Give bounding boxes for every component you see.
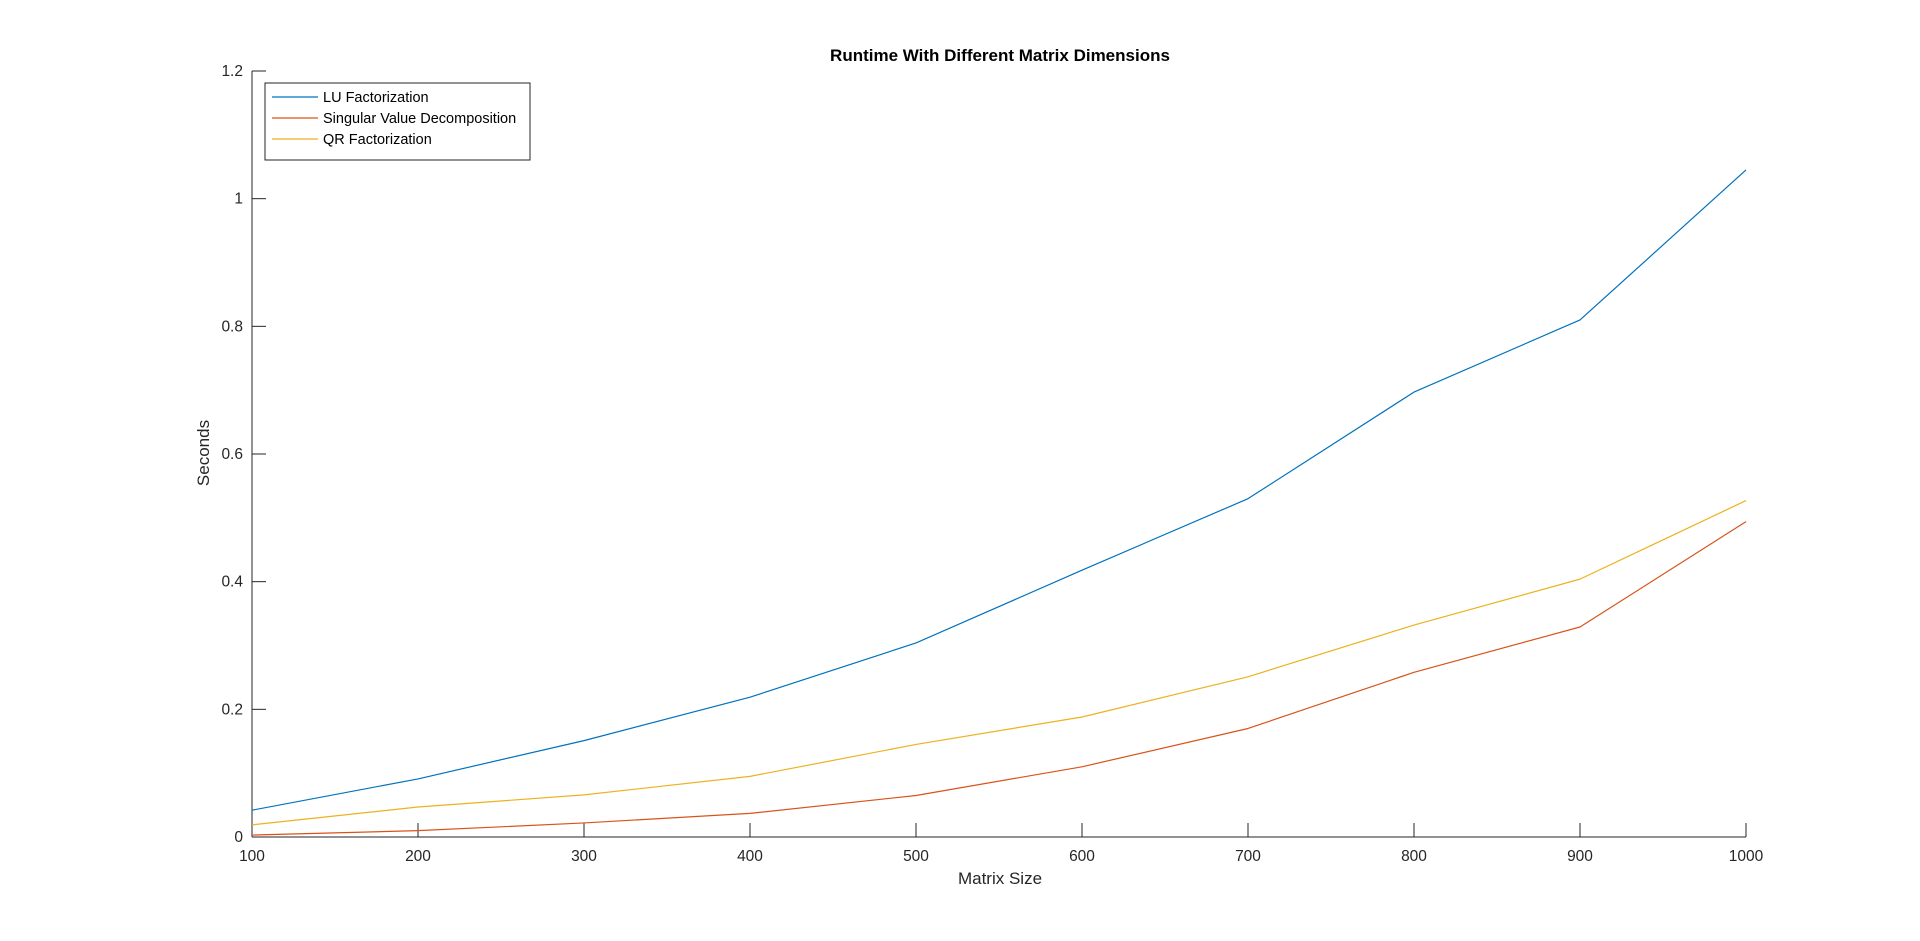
x-tick-label: 800: [1401, 848, 1427, 865]
y-tick-label: 0.2: [221, 701, 243, 718]
legend-box: [264, 82, 531, 161]
x-tick-label: 100: [239, 848, 265, 865]
series-lines: [251, 169, 1747, 836]
axes: 100 200 300 400 500 600 700 800 900 1000 0 0.2 0.4 0.…: [221, 63, 1763, 865]
x-tick-label: 300: [571, 848, 597, 865]
y-tick-label: 1: [234, 191, 243, 208]
chart-title: Runtime With Different Matrix Dimensions: [830, 46, 1170, 65]
series-line-2: [251, 521, 1747, 836]
y-tick-label: 0.4: [221, 574, 243, 591]
legend-label-2: Singular Value Decomposition: [323, 111, 516, 127]
x-tick-label: 500: [903, 848, 929, 865]
x-tick-label: 200: [405, 848, 431, 865]
y-axis-label: Seconds: [194, 420, 213, 486]
series-line-3: [251, 500, 1747, 826]
x-tick-label: 700: [1235, 848, 1261, 865]
x-tick-label: 900: [1567, 848, 1593, 865]
y-tick-label: 0: [234, 829, 243, 846]
legend-label-1: LU Factorization: [323, 90, 429, 106]
legend-label-3: QR Factorization: [323, 132, 432, 148]
series-line-1: [251, 169, 1747, 811]
x-tick-label: 400: [737, 848, 763, 865]
y-tick-label: 0.6: [221, 446, 243, 463]
y-tick-label: 0.8: [221, 318, 243, 335]
x-tick-label: 1000: [1729, 848, 1764, 865]
x-tick-label: 600: [1069, 848, 1095, 865]
x-axis-label: Matrix Size: [958, 869, 1042, 888]
legend: LU Factorization Singular Value Decomposi…: [264, 82, 531, 161]
y-tick-label: 1.2: [221, 63, 243, 80]
